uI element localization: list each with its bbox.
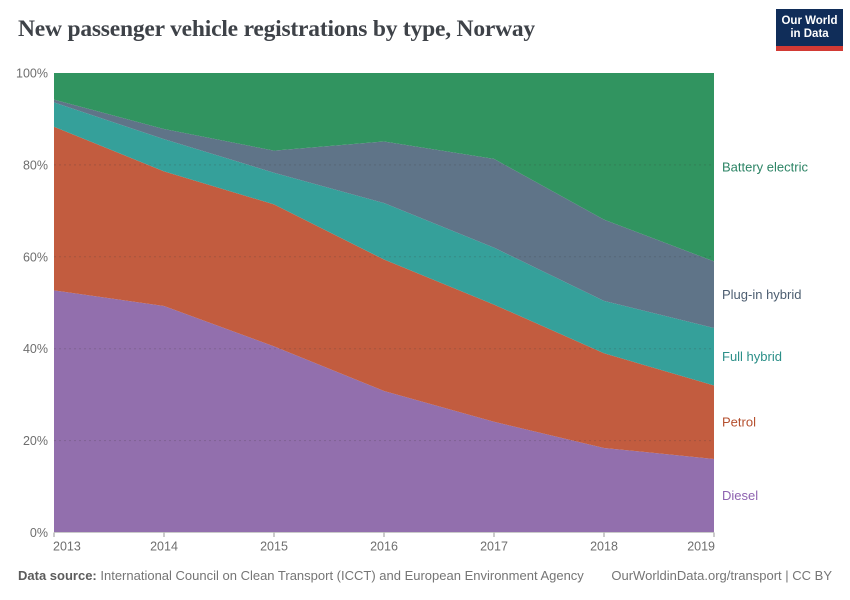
area-diesel[interactable] xyxy=(54,290,714,533)
area-petrol[interactable] xyxy=(54,126,714,459)
data-source-label: Data source: xyxy=(18,568,97,583)
series-label-diesel[interactable]: Diesel xyxy=(722,488,758,503)
owid-logo[interactable]: Our World in Data xyxy=(776,9,843,51)
y-axis-label-100: 100% xyxy=(16,67,48,81)
y-axis-label-20: 20% xyxy=(23,434,48,448)
x-axis-label-2013: 2013 xyxy=(53,540,81,554)
x-axis-label-2017: 2017 xyxy=(480,540,508,554)
data-source-note: Data source: International Council on Cl… xyxy=(18,568,584,583)
area-full-hybrid[interactable] xyxy=(54,102,714,386)
data-source-text: International Council on Clean Transport… xyxy=(100,568,584,583)
footer: Data source: International Council on Cl… xyxy=(18,568,832,583)
y-axis-label-60: 60% xyxy=(23,250,48,264)
x-axis-label-2015: 2015 xyxy=(260,540,288,554)
series-labels-group: Battery electric Plug-in hybrid Full hybri… xyxy=(722,160,808,504)
y-axis-label-80: 80% xyxy=(23,158,48,172)
owid-license-link[interactable]: OurWorldinData.org/transport | CC BY xyxy=(611,568,832,583)
gridlines-group xyxy=(54,164,714,442)
area-plug-in-hybrid[interactable] xyxy=(54,99,714,329)
x-axis-label-2018: 2018 xyxy=(590,540,618,554)
series-label-full-hybrid[interactable]: Full hybrid xyxy=(722,349,782,364)
y-axis: 0% 20% 40% 60% 80% 100% xyxy=(16,67,48,541)
series-label-petrol[interactable]: Petrol xyxy=(722,415,756,430)
y-axis-label-0: 0% xyxy=(30,526,48,540)
x-axis-label-2019: 2019 xyxy=(687,540,715,554)
owid-logo-line2: in Data xyxy=(790,28,829,40)
x-axis: 2013 2014 2015 2016 2017 2018 2019 xyxy=(53,532,715,554)
areas-group xyxy=(54,73,714,533)
area-battery-electric[interactable] xyxy=(54,73,714,262)
series-label-plug-in-hybrid[interactable]: Plug-in hybrid xyxy=(722,287,802,302)
x-axis-label-2014: 2014 xyxy=(150,540,178,554)
page-title: New passenger vehicle registrations by t… xyxy=(18,16,535,42)
owid-logo-line1: Our World xyxy=(781,15,838,27)
x-axis-label-2016: 2016 xyxy=(370,540,398,554)
y-axis-label-40: 40% xyxy=(23,342,48,356)
series-label-battery-electric[interactable]: Battery electric xyxy=(722,160,808,175)
